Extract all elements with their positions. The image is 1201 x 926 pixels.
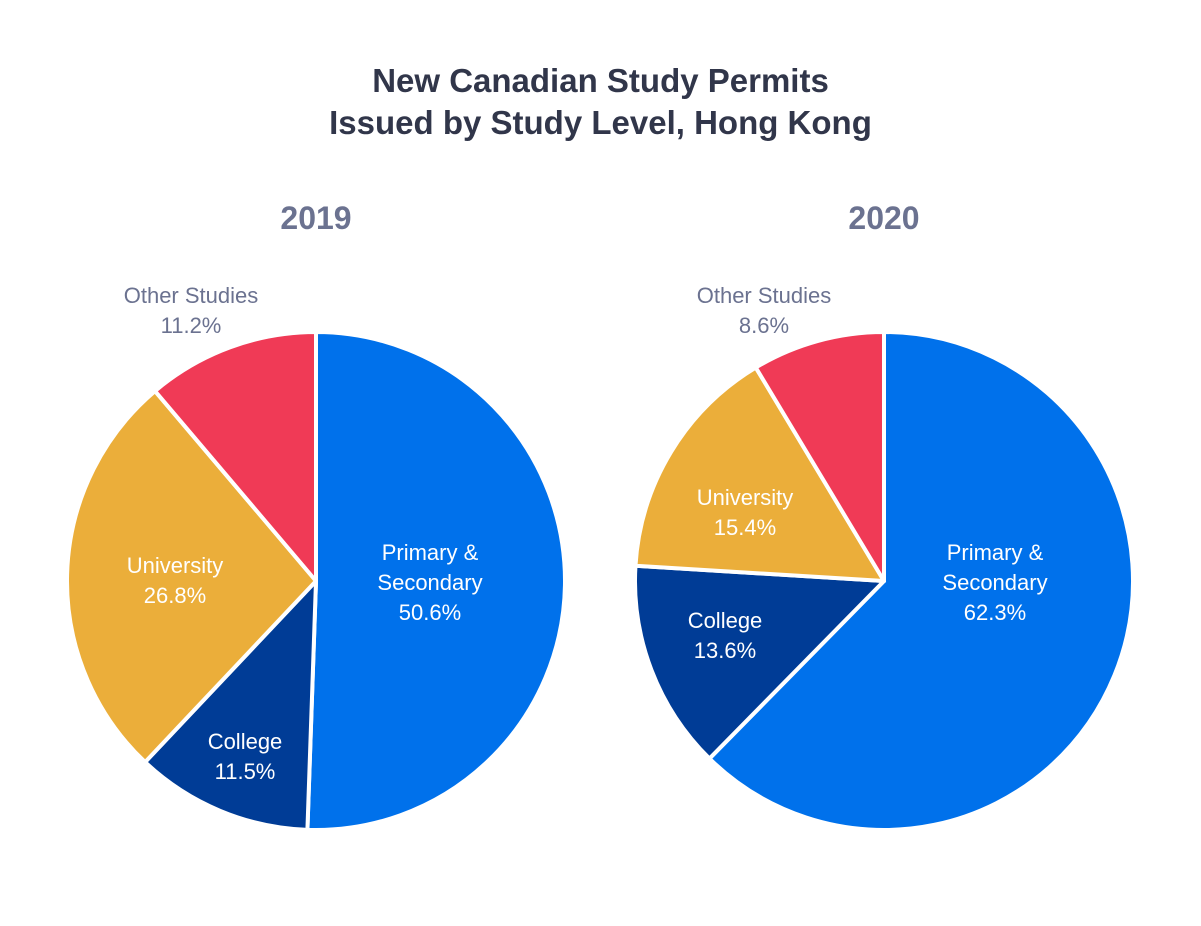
slice-label-value: 50.6% — [398, 600, 462, 625]
slice-label-name: Other Studies — [123, 283, 259, 308]
pie-2020-label-college: College 13.6% — [650, 606, 800, 666]
pie-2020-label-university: University 15.4% — [670, 483, 820, 543]
slice-label-value: 15.4% — [713, 515, 777, 540]
pie-2019-year: 2019 — [280, 200, 352, 236]
pie-2019-slice-primary-secondary — [305, 330, 567, 832]
pie-2019-label-university: University 26.8% — [100, 551, 250, 611]
pie-2020-slice-other-studies — [753, 330, 886, 583]
pie-2020-slice-college — [633, 563, 886, 761]
pie-2020-slice-primary-secondary — [707, 330, 1135, 832]
slice-label-name: University — [696, 485, 794, 510]
slice-label-name: College — [687, 608, 763, 633]
chart-title-line-2: Issued by Study Level, Hong Kong — [329, 104, 872, 141]
pie-2019-slice-other-studies — [153, 330, 318, 583]
pie-2019-label-other-studies: Other Studies 11.2% — [81, 281, 301, 341]
slice-label-value: 26.8% — [143, 583, 207, 608]
pie-2020-year: 2020 — [848, 200, 920, 236]
slice-label-name: Primary & Secondary — [942, 540, 1048, 595]
slice-label-value: 13.6% — [693, 638, 757, 663]
chart-title: New Canadian Study Permits Issued by Stu… — [0, 60, 1201, 144]
pie-2019-label-primary-secondary: Primary & Secondary 50.6% — [345, 538, 515, 628]
slice-label-value: 8.6% — [738, 313, 790, 338]
slice-label-value: 11.5% — [214, 759, 276, 784]
pie-2019-slice-university — [65, 389, 318, 765]
pie-2019-label-college: College 11.5% — [170, 727, 320, 787]
pie-2020-label-primary-secondary: Primary & Secondary 62.3% — [910, 538, 1080, 628]
slice-label-name: College — [207, 729, 283, 754]
slice-label-name: University — [126, 553, 224, 578]
slice-label-value: 11.2% — [160, 313, 222, 338]
slice-label-value: 62.3% — [963, 600, 1027, 625]
slice-label-name: Other Studies — [696, 283, 832, 308]
pie-2020-label-other-studies: Other Studies 8.6% — [654, 281, 874, 341]
pie-2020-slice-university — [633, 365, 886, 583]
slice-label-name: Primary & Secondary — [377, 540, 483, 595]
pie-2019-slice-college — [143, 579, 318, 832]
chart-title-line-1: New Canadian Study Permits — [372, 62, 829, 99]
